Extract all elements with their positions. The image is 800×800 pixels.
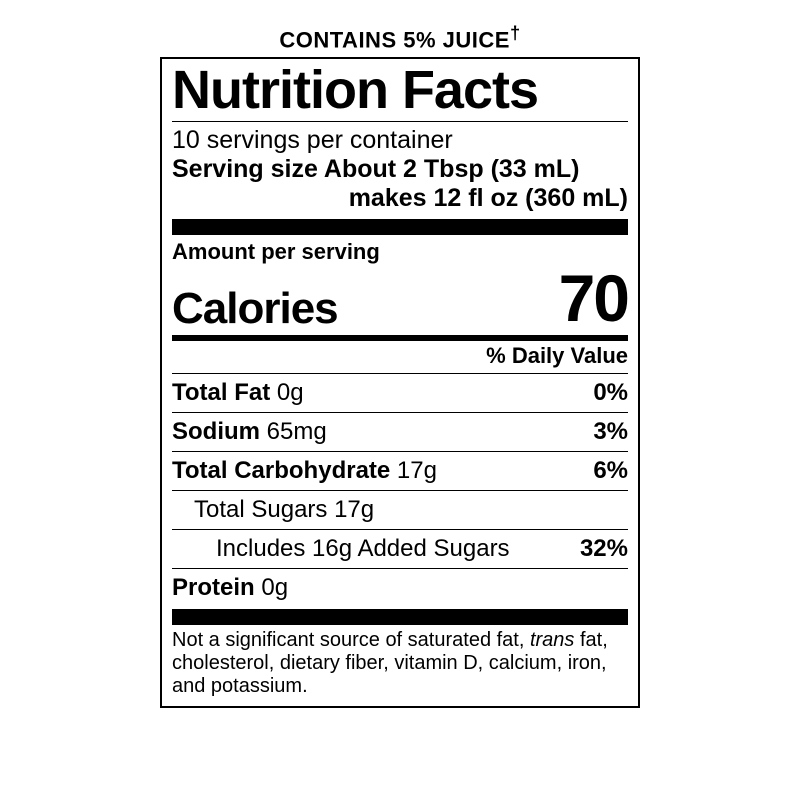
nutrient-label: Includes 16g Added Sugars — [216, 535, 510, 563]
med-divider — [172, 335, 628, 341]
nutrient-row: Sodium 65mg 3% — [172, 417, 628, 447]
thick-divider — [172, 609, 628, 625]
footnote-ital: trans — [530, 629, 574, 651]
thick-divider — [172, 219, 628, 235]
serving-size-line1: Serving size About 2 Tbsp (33 mL) — [172, 155, 579, 183]
calories-label: Calories — [172, 287, 338, 331]
divider — [172, 412, 628, 413]
juice-banner: CONTAINS 5% JUICE† — [279, 22, 520, 53]
nutrient-list: Total Fat 0g 0% Sodium 65mg 3% Total Carbohy… — [172, 378, 628, 603]
divider — [172, 451, 628, 452]
serving-size: Serving size About 2 Tbsp (33 mL) makes … — [172, 155, 628, 213]
footnote-pre: Not a significant source of saturated fa… — [172, 629, 530, 651]
divider — [172, 373, 628, 374]
nutrient-row: Total Carbohydrate 17g 6% — [172, 456, 628, 486]
nutrition-panel: Nutrition Facts 10 servings per containe… — [160, 57, 640, 708]
nutrient-label: Protein 0g — [172, 574, 288, 602]
nutrient-dv: 32% — [580, 535, 628, 563]
nutrient-dv: 3% — [593, 418, 628, 446]
nutrient-label: Total Fat 0g — [172, 379, 304, 407]
nutrient-dv: 0% — [593, 379, 628, 407]
calories-value: 70 — [559, 265, 628, 331]
divider — [172, 490, 628, 491]
nutrient-label: Total Carbohydrate 17g — [172, 457, 437, 485]
divider — [172, 121, 628, 122]
nutrient-row: Includes 16g Added Sugars 32% — [172, 534, 628, 564]
nutrient-row: Protein 0g — [172, 573, 628, 603]
dv-header: % Daily Value — [172, 343, 628, 369]
calories-row: Calories 70 — [172, 265, 628, 331]
servings-per-container: 10 servings per container — [172, 126, 628, 155]
nutrient-dv: 6% — [593, 457, 628, 485]
nutrient-label: Sodium 65mg — [172, 418, 327, 446]
divider — [172, 529, 628, 530]
nutrient-row: Total Sugars 17g — [172, 495, 628, 525]
dagger: † — [510, 22, 521, 43]
nutrient-label: Total Sugars 17g — [194, 496, 374, 524]
divider — [172, 568, 628, 569]
juice-text: CONTAINS 5% JUICE — [279, 27, 510, 52]
panel-title: Nutrition Facts — [172, 63, 628, 117]
serving-size-line2: makes 12 fl oz (360 mL) — [172, 184, 628, 213]
nutrient-row: Total Fat 0g 0% — [172, 378, 628, 408]
footnote: Not a significant source of saturated fa… — [172, 629, 628, 698]
